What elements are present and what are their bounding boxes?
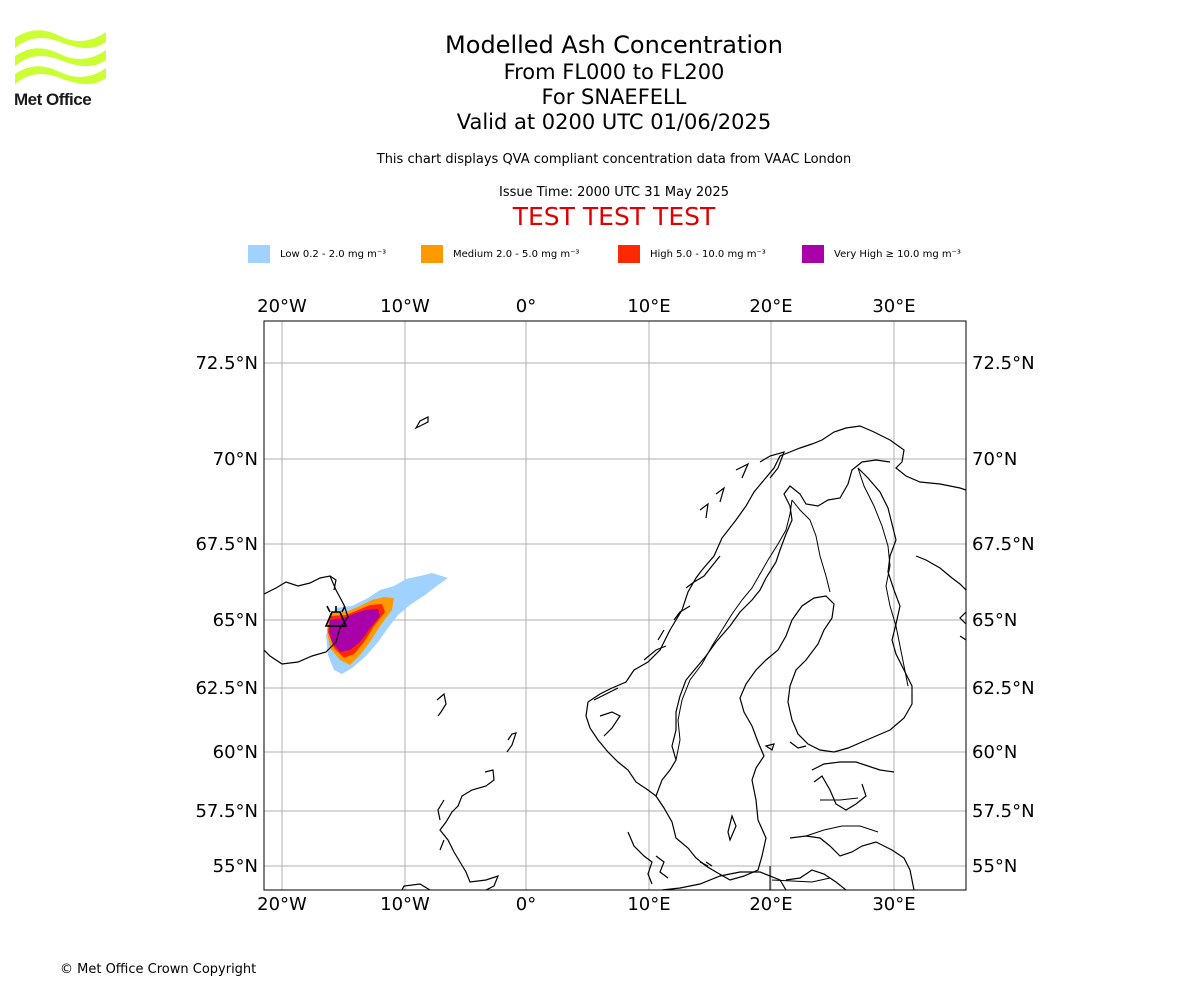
lon-tick-bottom: 20°E [749, 894, 792, 915]
legend-label-medium: Medium 2.0 - 5.0 mg m⁻³ [453, 248, 580, 260]
legend-swatch-very-high [802, 245, 824, 263]
volcano-icon [324, 605, 348, 627]
lat-tick-left: 67.5°N [195, 534, 258, 555]
legend: Low 0.2 - 2.0 mg m⁻³ Medium 2.0 - 5.0 mg… [248, 244, 1008, 264]
lon-labels-bottom: 20°W 10°W 0° 10°E 20°E 30°E [257, 894, 915, 915]
chart-title: Modelled Ash Concentration [445, 31, 783, 59]
lon-tick-top: 20°W [257, 296, 307, 317]
legend-item-very-high: Very High ≥ 10.0 mg m⁻³ [802, 244, 961, 264]
issue-time: Issue Time: 2000 UTC 31 May 2025 [499, 185, 729, 200]
coastline-bornholm [705, 861, 713, 867]
lon-tick-bottom: 0° [516, 894, 536, 915]
coastline-jan-mayen [414, 416, 429, 430]
coastline-faroe [436, 692, 447, 717]
border-sweden-finland [791, 499, 831, 593]
border-finland-russia [857, 467, 909, 687]
chart-header: Modelled Ash Concentration From FL000 to… [364, 30, 864, 231]
lon-tick-top: 20°E [749, 296, 792, 317]
lon-labels-top: 20°W 10°W 0° 10°E 20°E 30°E [257, 296, 915, 317]
logo-text: Met Office [14, 90, 92, 109]
lat-tick-right: 62.5°N [972, 678, 1035, 699]
lat-tick-right: 70°N [972, 449, 1017, 470]
coastline-iceland [264, 575, 349, 665]
lat-tick-right: 65°N [972, 610, 1017, 631]
lat-tick-left: 57.5°N [195, 801, 258, 822]
coastline-lofoten [643, 555, 721, 661]
legend-label-high: High 5.0 - 10.0 mg m⁻³ [650, 248, 766, 260]
flight-levels: From FL000 to FL200 [503, 60, 725, 84]
ash-region-very-high [329, 609, 380, 652]
lat-labels-right: 72.5°N 70°N 67.5°N 65°N 62.5°N 60°N 57.5… [972, 353, 1035, 877]
coastline-norway-islands [593, 687, 621, 737]
lat-tick-left: 72.5°N [195, 353, 258, 374]
coastlines [264, 416, 966, 890]
coastline-shetland [506, 732, 517, 753]
lat-tick-left: 62.5°N [195, 678, 258, 699]
border-baltic-states [805, 797, 879, 837]
lat-tick-right: 67.5°N [972, 534, 1035, 555]
volcano-name: For SNAEFELL [541, 85, 687, 109]
coastline-north-islands [699, 451, 785, 519]
copyright-notice: © Met Office Crown Copyright [60, 962, 257, 977]
coastline-iceland-east [329, 575, 337, 591]
lon-tick-bottom: 30°E [872, 894, 915, 915]
coastline-norway-south [585, 459, 891, 797]
legend-item-medium: Medium 2.0 - 5.0 mg m⁻³ [421, 244, 579, 264]
borders [675, 467, 909, 890]
test-banner: TEST TEST TEST [512, 202, 716, 231]
coastline-russia [915, 555, 966, 641]
lon-tick-top: 30°E [872, 296, 915, 317]
lat-tick-right: 55°N [972, 856, 1017, 877]
compliance-note: This chart displays QVA compliant concen… [376, 152, 852, 167]
met-office-waves-icon [15, 30, 106, 85]
legend-swatch-medium [421, 245, 443, 263]
legend-item-high: High 5.0 - 10.0 mg m⁻³ [618, 244, 766, 264]
coastline-baltic [785, 761, 915, 890]
map-frame [263, 320, 967, 891]
lat-tick-left: 70°N [213, 449, 258, 470]
legend-item-low: Low 0.2 - 2.0 mg m⁻³ [248, 244, 386, 264]
lon-tick-top: 10°W [380, 296, 430, 317]
lat-tick-right: 72.5°N [972, 353, 1035, 374]
lon-tick-top: 0° [516, 296, 536, 317]
coastline-denmark [627, 831, 787, 890]
lat-tick-right: 57.5°N [972, 801, 1035, 822]
coastline-norway-sweden [587, 425, 966, 703]
border-norway-sweden [675, 499, 793, 761]
legend-swatch-low [248, 245, 270, 263]
legend-label-low: Low 0.2 - 2.0 mg m⁻³ [280, 248, 387, 260]
lon-tick-bottom: 10°E [627, 894, 670, 915]
coastline-sweden-east [655, 467, 913, 881]
coastline-aland [764, 741, 807, 751]
border-germany-poland [769, 866, 831, 890]
lat-tick-left: 55°N [213, 856, 258, 877]
lat-tick-left: 60°N [213, 742, 258, 763]
lat-tick-right: 60°N [972, 742, 1017, 763]
lon-tick-top: 10°E [627, 296, 670, 317]
lat-labels-left: 72.5°N 70°N 67.5°N 65°N 62.5°N 60°N 57.5… [195, 353, 258, 877]
legend-swatch-high [618, 245, 640, 263]
legend-label-very-high: Very High ≥ 10.0 mg m⁻³ [834, 248, 961, 260]
lat-tick-left: 65°N [213, 610, 258, 631]
coastline-gotland [727, 814, 737, 842]
met-office-logo: Met Office [14, 28, 110, 114]
coastline-scotland [401, 769, 500, 890]
lon-tick-bottom: 20°W [257, 894, 307, 915]
valid-time: Valid at 0200 UTC 01/06/2025 [456, 110, 772, 134]
lon-tick-bottom: 10°W [380, 894, 430, 915]
